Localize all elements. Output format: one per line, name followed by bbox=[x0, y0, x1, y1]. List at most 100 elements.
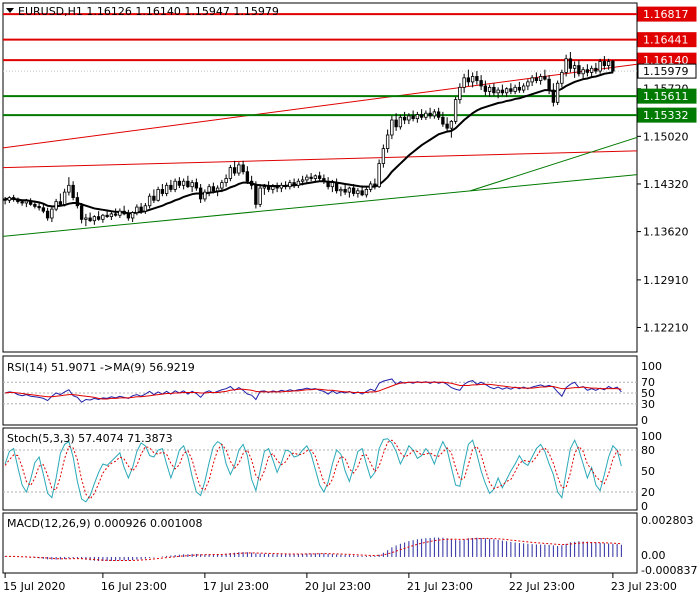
price-tick-label: 1.14320 bbox=[643, 178, 689, 191]
time-tick-label: 23 Jul 23:00 bbox=[611, 580, 677, 593]
candle-body bbox=[263, 187, 266, 188]
candle-body bbox=[25, 201, 28, 203]
candle-body bbox=[123, 211, 126, 214]
candle-body bbox=[195, 183, 198, 188]
candle-body bbox=[403, 117, 406, 120]
candle-body bbox=[552, 90, 555, 102]
candle-body bbox=[76, 198, 79, 206]
candle-body bbox=[352, 188, 355, 193]
candle-body bbox=[225, 179, 228, 183]
candle-body bbox=[34, 204, 37, 206]
candle-body bbox=[408, 116, 411, 120]
candle-body bbox=[29, 201, 32, 204]
price-tick-label: 1.12210 bbox=[643, 322, 689, 335]
candle-body bbox=[276, 187, 279, 188]
candle-body bbox=[136, 207, 139, 212]
candle-body bbox=[433, 112, 436, 116]
candle-body bbox=[293, 183, 296, 186]
candle-body bbox=[544, 76, 547, 79]
candle-body bbox=[178, 181, 181, 185]
candle-body bbox=[531, 78, 534, 82]
candle-body bbox=[80, 206, 83, 220]
candle-body bbox=[106, 215, 109, 216]
candle-body bbox=[527, 82, 530, 86]
candle-body bbox=[310, 177, 313, 178]
candle-body bbox=[131, 213, 134, 218]
candle-body bbox=[208, 187, 211, 192]
candle-body bbox=[165, 185, 168, 193]
candle-body bbox=[318, 176, 321, 179]
candle-body bbox=[357, 191, 360, 194]
candle-body bbox=[323, 179, 326, 182]
candle-body bbox=[187, 181, 190, 186]
candle-body bbox=[89, 218, 92, 221]
candle-body bbox=[204, 192, 207, 199]
candle-body bbox=[463, 78, 466, 88]
candle bbox=[255, 181, 258, 208]
candle bbox=[556, 81, 559, 105]
candle-body bbox=[420, 115, 423, 118]
candle-body bbox=[382, 149, 385, 164]
candle-body bbox=[157, 189, 160, 200]
candle-body bbox=[97, 217, 100, 220]
candle-body bbox=[412, 116, 415, 119]
candle-body bbox=[539, 76, 542, 80]
candle bbox=[612, 60, 615, 73]
candle-body bbox=[556, 83, 559, 102]
candle-body bbox=[488, 87, 491, 91]
candle-body bbox=[110, 214, 113, 217]
candle-body bbox=[340, 189, 343, 190]
candle-body bbox=[21, 202, 24, 203]
stochastic-label: Stoch(5,3,3) 57.4074 71.3873 bbox=[7, 432, 173, 445]
rsi-label: RSI(14) 51.9071 ->MA(9) 56.9219 bbox=[7, 361, 195, 374]
candle-body bbox=[335, 183, 338, 191]
rsi-tick-label: 30 bbox=[641, 398, 655, 411]
time-tick-label: 15 Jul 2020 bbox=[3, 580, 65, 593]
macd-label: MACD(12,26,9) 0.000926 0.001008 bbox=[7, 517, 203, 530]
price-label-text: 1.15979 bbox=[643, 65, 689, 78]
rsi-tick-label: 0 bbox=[641, 414, 648, 427]
candle-body bbox=[114, 214, 117, 215]
price-tick-label: 1.12910 bbox=[643, 274, 689, 287]
candle-body bbox=[437, 112, 440, 117]
candle bbox=[229, 165, 232, 181]
candle-body bbox=[119, 211, 122, 215]
candle-body bbox=[471, 76, 474, 81]
stochastic-tick-label: 80 bbox=[641, 444, 655, 457]
macd-tick-label: 0.00 bbox=[641, 549, 666, 562]
candle-body bbox=[391, 120, 394, 135]
candle-body bbox=[38, 206, 41, 207]
candle-body bbox=[348, 188, 351, 192]
candle-body bbox=[607, 62, 610, 66]
candle-body bbox=[595, 68, 598, 71]
candle-body bbox=[386, 135, 389, 149]
candle-body bbox=[255, 185, 258, 204]
candle-body bbox=[522, 86, 525, 90]
candle-body bbox=[327, 181, 330, 186]
time-tick-label: 22 Jul 23:00 bbox=[509, 580, 575, 593]
candle-body bbox=[501, 90, 504, 93]
candle-body bbox=[306, 177, 309, 180]
candle-body bbox=[93, 217, 96, 221]
candle-body bbox=[221, 183, 224, 188]
candle-body bbox=[259, 188, 262, 204]
macd-tick-label: -0.000837 bbox=[641, 564, 697, 577]
time-tick-label: 21 Jul 23:00 bbox=[407, 580, 473, 593]
candle-body bbox=[289, 183, 292, 187]
candle-body bbox=[425, 113, 428, 117]
candle-body bbox=[548, 79, 551, 90]
candle-body bbox=[569, 59, 572, 69]
candle-body bbox=[199, 188, 202, 199]
candle-body bbox=[505, 89, 508, 93]
candle-body bbox=[63, 192, 66, 204]
candle-body bbox=[361, 191, 364, 195]
price-tick-label: 1.15020 bbox=[643, 130, 689, 143]
candle-body bbox=[399, 117, 402, 127]
candle-body bbox=[480, 81, 483, 86]
candle-body bbox=[182, 181, 185, 185]
candle-body bbox=[68, 185, 71, 192]
candle-body bbox=[267, 187, 270, 190]
candle-body bbox=[148, 196, 151, 206]
candle-body bbox=[4, 199, 7, 200]
